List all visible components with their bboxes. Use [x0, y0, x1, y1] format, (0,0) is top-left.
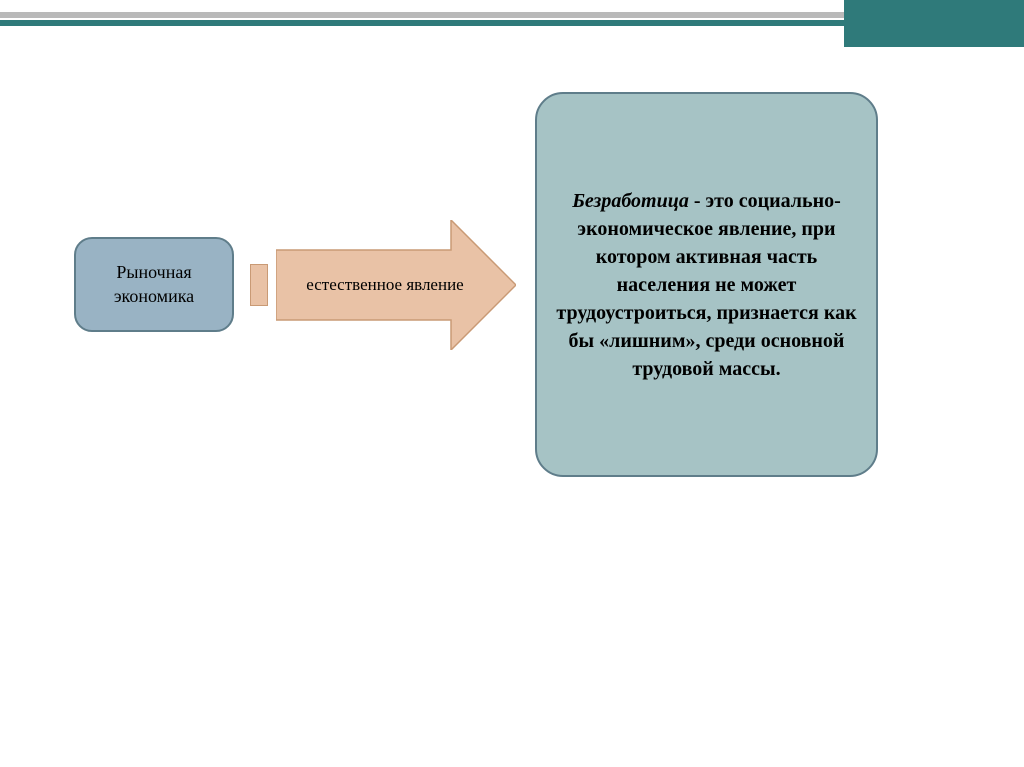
- node-market-economy-label: Рыночная экономика: [76, 261, 232, 308]
- node-unemployment-definition: Безработица - это социально-экономическо…: [535, 92, 878, 477]
- arrow-tail-stub: [250, 264, 268, 306]
- header-corner-block: [844, 0, 1024, 47]
- definition-term: Безработица: [572, 190, 689, 212]
- node-market-economy: Рыночная экономика: [74, 237, 234, 332]
- arrow-label: естественное явление: [276, 220, 516, 350]
- slide: Рыночная экономика естественное явление …: [0, 0, 1024, 767]
- definition-body: - это социально-экономическое явление, п…: [556, 190, 856, 380]
- definition-text: Безработица - это социально-экономическо…: [551, 187, 862, 383]
- arrow-natural-phenomenon: естественное явление: [276, 220, 516, 350]
